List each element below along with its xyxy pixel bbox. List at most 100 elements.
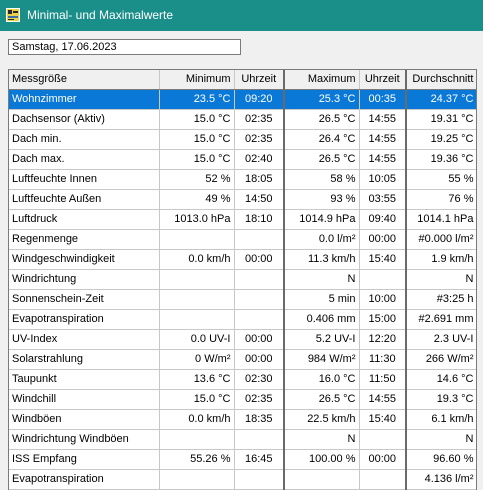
cell-max-time: 00:00 — [359, 449, 407, 470]
column-header-max-time[interactable]: Uhrzeit — [359, 70, 407, 90]
cell-max-time: 15:40 — [359, 409, 407, 430]
column-header-average[interactable]: Durchschnitt — [406, 70, 476, 90]
cell-maximum: 26.5 °C — [284, 109, 360, 130]
cell-measure: Luftdruck — [9, 209, 160, 230]
cell-minimum: 23.5 °C — [159, 89, 235, 110]
cell-measure: Dach max. — [9, 149, 160, 170]
cell-minimum: 55.26 % — [159, 449, 235, 470]
cell-min-time — [234, 469, 285, 490]
table-row[interactable]: Evapotranspiration 4.136 l/m² — [9, 469, 476, 490]
cell-average: 1.9 km/h — [406, 249, 476, 270]
cell-measure: Sonnenschein-Zeit — [9, 289, 160, 310]
table-row[interactable]: Sonnenschein-Zeit 5 min 10:00 #3:25 h — [9, 289, 476, 310]
values-grid[interactable]: Messgröße Minimum Uhrzeit Maximum Uhrzei… — [8, 69, 477, 490]
cell-average: 19.31 °C — [406, 109, 476, 130]
cell-maximum: 93 % — [284, 189, 360, 210]
table-row[interactable]: Windrichtung Windböen N N — [9, 429, 476, 450]
cell-measure: Taupunkt — [9, 369, 160, 390]
table-row[interactable]: Windgeschwindigkeit 0.0 km/h 00:00 11.3 km/… — [9, 249, 476, 270]
cell-average: 4.136 l/m² — [406, 469, 476, 490]
cell-minimum: 15.0 °C — [159, 109, 235, 130]
cell-measure: Evapotranspiration — [9, 309, 160, 330]
cell-average: 55 % — [406, 169, 476, 190]
cell-measure: Evapotranspiration — [9, 469, 160, 490]
cell-minimum — [159, 429, 235, 450]
cell-max-time: 14:55 — [359, 109, 407, 130]
column-header-minimum[interactable]: Minimum — [159, 70, 235, 90]
cell-average: N — [406, 429, 476, 450]
cell-min-time: 16:45 — [234, 449, 285, 470]
cell-average: N — [406, 269, 476, 290]
cell-max-time — [359, 429, 407, 450]
table-row[interactable]: Luftdruck 1013.0 hPa 18:10 1014.9 hPa 09:40 1… — [9, 209, 476, 230]
cell-minimum: 15.0 °C — [159, 389, 235, 410]
cell-maximum: 1014.9 hPa — [284, 209, 360, 230]
cell-average: 6.1 km/h — [406, 409, 476, 430]
table-row[interactable]: Wohnzimmer 23.5 °C 09:20 25.3 °C 00:35 24.37 … — [9, 89, 476, 110]
values-table: Messgröße Minimum Uhrzeit Maximum Uhrzei… — [9, 70, 476, 490]
cell-max-time: 15:40 — [359, 249, 407, 270]
cell-maximum: 16.0 °C — [284, 369, 360, 390]
cell-measure: Luftfeuchte Innen — [9, 169, 160, 190]
table-row[interactable]: Dach min. 15.0 °C 02:35 26.4 °C 14:55 19.25 °… — [9, 129, 476, 150]
table-row[interactable]: Windrichtung N N — [9, 269, 476, 290]
cell-min-time: 02:35 — [234, 129, 285, 150]
cell-measure: Wohnzimmer — [9, 89, 160, 110]
table-row[interactable]: Solarstrahlung 0 W/m² 00:00 984 W/m² 11:30 26… — [9, 349, 476, 370]
cell-average: 14.6 °C — [406, 369, 476, 390]
cell-measure: Windgeschwindigkeit — [9, 249, 160, 270]
table-row[interactable]: Dach max. 15.0 °C 02:40 26.5 °C 14:55 19.36 °… — [9, 149, 476, 170]
cell-maximum: 11.3 km/h — [284, 249, 360, 270]
cell-min-time: 18:05 — [234, 169, 285, 190]
column-header-maximum[interactable]: Maximum — [284, 70, 360, 90]
cell-min-time: 02:30 — [234, 369, 285, 390]
cell-minimum: 0.0 km/h — [159, 249, 235, 270]
cell-average: 24.37 °C — [406, 89, 476, 110]
table-row[interactable]: Taupunkt 13.6 °C 02:30 16.0 °C 11:50 14.6 °C — [9, 369, 476, 390]
cell-minimum — [159, 229, 235, 250]
cell-min-time — [234, 289, 285, 310]
cell-maximum: N — [284, 269, 360, 290]
cell-maximum: 26.4 °C — [284, 129, 360, 150]
table-row[interactable]: ISS Empfang 55.26 % 16:45 100.00 % 00:00 96.6… — [9, 449, 476, 470]
cell-maximum: 26.5 °C — [284, 149, 360, 170]
table-row[interactable]: Regenmenge 0.0 l/m² 00:00 #0.000 l/m² — [9, 229, 476, 250]
app-icon — [6, 8, 20, 22]
table-row[interactable]: UV-Index 0.0 UV-I 00:00 5.2 UV-I 12:20 2.3 UV… — [9, 329, 476, 350]
column-header-measure[interactable]: Messgröße — [9, 70, 160, 90]
cell-min-time — [234, 269, 285, 290]
cell-minimum: 0.0 UV-I — [159, 329, 235, 350]
cell-minimum: 49 % — [159, 189, 235, 210]
cell-max-time: 14:55 — [359, 149, 407, 170]
cell-max-time: 12:20 — [359, 329, 407, 350]
table-row[interactable]: Dachsensor (Aktiv) 15.0 °C 02:35 26.5 °C 14:… — [9, 109, 476, 130]
table-row[interactable]: Evapotranspiration 0.406 mm 15:00 #2.691 mm — [9, 309, 476, 330]
cell-minimum — [159, 469, 235, 490]
cell-average: 19.3 °C — [406, 389, 476, 410]
grid-body: Wohnzimmer 23.5 °C 09:20 25.3 °C 00:35 24.37 … — [9, 89, 476, 490]
cell-minimum: 0 W/m² — [159, 349, 235, 370]
title-bar[interactable]: Minimal- und Maximalwerte — [0, 0, 483, 31]
cell-measure: Windböen — [9, 409, 160, 430]
column-header-min-time[interactable]: Uhrzeit — [234, 70, 285, 90]
cell-maximum: 0.0 l/m² — [284, 229, 360, 250]
table-row[interactable]: Luftfeuchte Außen 49 % 14:50 93 % 03:55 76 % — [9, 189, 476, 210]
cell-average: 266 W/m² — [406, 349, 476, 370]
cell-measure: Windrichtung — [9, 269, 160, 290]
cell-average: 19.36 °C — [406, 149, 476, 170]
cell-measure: Luftfeuchte Außen — [9, 189, 160, 210]
cell-maximum: 100.00 % — [284, 449, 360, 470]
date-field[interactable]: Samstag, 17.06.2023 — [8, 39, 241, 55]
cell-measure: Windrichtung Windböen — [9, 429, 160, 450]
table-row[interactable]: Luftfeuchte Innen 52 % 18:05 58 % 10:05 55 % — [9, 169, 476, 190]
cell-max-time: 10:05 — [359, 169, 407, 190]
table-row[interactable]: Windchill 15.0 °C 02:35 26.5 °C 14:55 19.3 °C — [9, 389, 476, 410]
cell-max-time: 11:30 — [359, 349, 407, 370]
cell-average: #3:25 h — [406, 289, 476, 310]
table-row[interactable]: Windböen 0.0 km/h 18:35 22.5 km/h 15:40 6.1 k… — [9, 409, 476, 430]
cell-minimum: 52 % — [159, 169, 235, 190]
cell-average: 19.25 °C — [406, 129, 476, 150]
header-row: Messgröße Minimum Uhrzeit Maximum Uhrzei… — [9, 70, 476, 90]
cell-measure: Windchill — [9, 389, 160, 410]
cell-maximum — [284, 469, 360, 490]
